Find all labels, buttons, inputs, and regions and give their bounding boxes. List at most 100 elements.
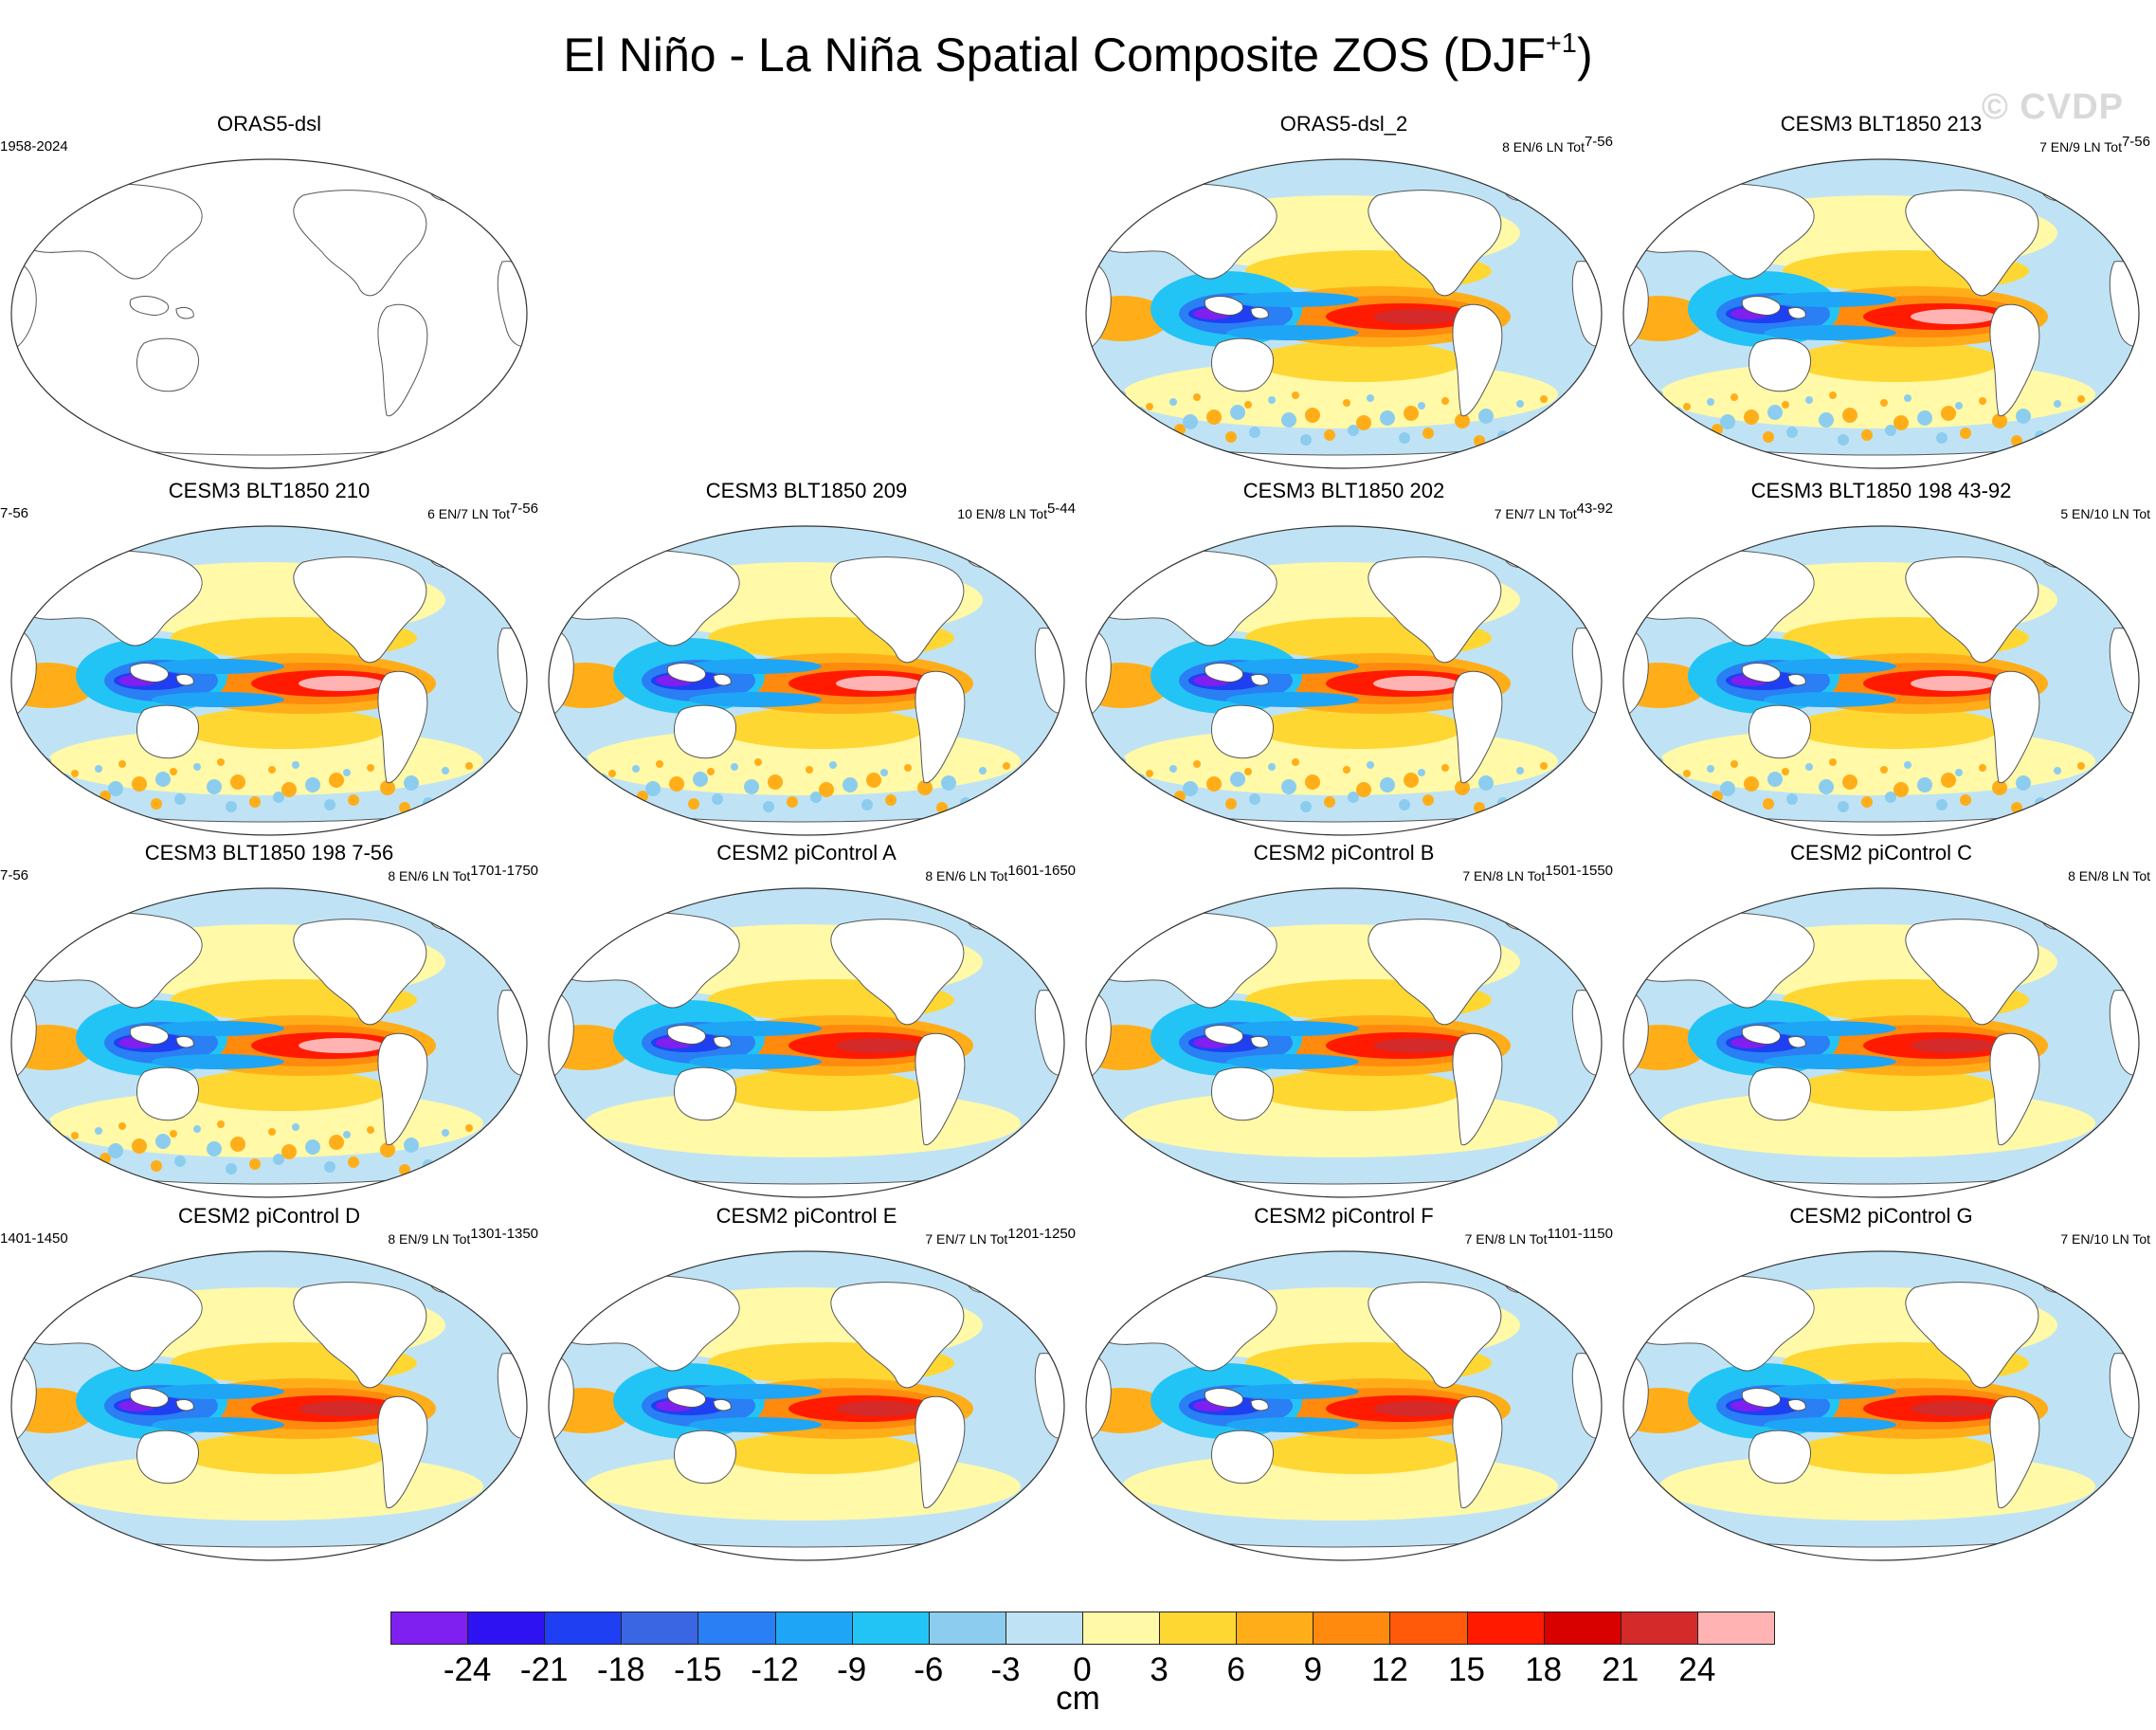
eddy-speckle [1193, 760, 1201, 768]
eddy-speckle [1249, 793, 1260, 805]
eddy-speckle [810, 792, 822, 803]
world-map [10, 1250, 528, 1561]
anomaly-south-pacific-band [1255, 707, 1463, 749]
eddy-speckle [1441, 764, 1449, 772]
anomaly-off-eq-cool-s [1226, 1417, 1359, 1432]
anomaly-south-pacific-band [717, 1069, 926, 1111]
eddy-speckle [1146, 770, 1153, 777]
colorbar-swatch [774, 1612, 853, 1645]
eddy-speckle [226, 1163, 237, 1175]
anomaly-east-pacific-core [1911, 1401, 1996, 1416]
panel-title: CESM3 BLT1850 210 [168, 479, 371, 502]
eddy-speckle [1281, 412, 1296, 428]
anomaly-off-eq-cool-s [1764, 1054, 1896, 1069]
eddy-speckle [442, 767, 449, 774]
eddy-speckle [1399, 432, 1410, 444]
eddy-speckle [71, 1132, 79, 1139]
map-panel: ORAS5-dsl_2 8 EN/6 LN Tot7-56 [1075, 112, 1613, 474]
eddy-speckle [455, 783, 470, 798]
anomaly-east-pacific-core [1911, 1038, 1996, 1053]
eddy-speckle [904, 764, 912, 772]
landmass-s-america [377, 303, 428, 417]
eddy-speckle [76, 1157, 87, 1169]
eddy-speckle [273, 792, 284, 803]
panel-event-count: 7 EN/9 LN Tot7-56 [2039, 135, 2150, 155]
world-map [548, 887, 1065, 1198]
eddy-speckle [1404, 773, 1419, 788]
landmass-australia [136, 704, 199, 759]
world-map [10, 525, 528, 836]
panel-event-count: 8 EN/9 LN Tot1301-1350 [388, 1227, 538, 1247]
eddy-speckle [1941, 773, 1956, 788]
eddy-speckle [1960, 794, 1971, 806]
eddy-speckle [1418, 402, 1425, 410]
eddy-speckle [367, 1126, 374, 1134]
eddy-speckle [594, 774, 609, 789]
colorbar-swatch [1543, 1612, 1622, 1645]
eddy-speckle [1230, 405, 1245, 420]
eddy-speckle [1904, 394, 1911, 402]
eddy-speckle [2058, 792, 2070, 804]
eddy-speckle [1819, 779, 1834, 794]
eddy-speckle [1380, 777, 1395, 792]
panel-period-label: 7-56 [0, 505, 29, 521]
anomaly-south-pacific-band [717, 707, 926, 749]
next-panel-period: 1101-1150 [1547, 1226, 1613, 1242]
anomaly-off-eq-cool-s [152, 692, 284, 707]
eddy-speckle [193, 763, 201, 771]
map-border [10, 1250, 528, 1561]
eddy-speckle [446, 792, 458, 804]
landmass-s-america [1989, 303, 2040, 417]
anomaly-off-eq-cool-s [1764, 325, 1896, 340]
next-panel-period: 7-56 [509, 501, 538, 517]
eddy-speckle [1664, 800, 1676, 811]
next-panel-period: 43-92 [1576, 501, 1613, 517]
eddy-speckle [744, 779, 759, 794]
eddy-speckle [1521, 426, 1532, 437]
panel-event-count: 7 EN/8 LN Tot1501-1550 [1462, 864, 1613, 884]
event-count-text: 8 EN/6 LN Tot [925, 868, 1008, 883]
anomaly-off-eq-cool-n [1226, 1384, 1359, 1399]
anomaly-off-eq-cool-s [1764, 1417, 1896, 1432]
eddy-speckle [1992, 413, 2007, 428]
colorbar-swatch [544, 1612, 623, 1645]
colorbar-swatch [1159, 1612, 1238, 1645]
landmass-n-america [1905, 919, 2039, 1026]
eddy-speckle [292, 1123, 299, 1131]
eddy-speckle [281, 1144, 297, 1159]
panel-title: CESM2 piControl B [1253, 841, 1435, 865]
anomaly-off-eq-cool-n [689, 1384, 822, 1399]
eddy-speckle [941, 775, 956, 791]
map-border [1085, 887, 1603, 1198]
anomaly-off-eq-cool-n [152, 1384, 284, 1399]
landmass-australia [136, 337, 199, 392]
eddy-speckle [707, 768, 715, 775]
eddy-speckle [1941, 406, 1956, 421]
eddy-speckle [2054, 400, 2061, 408]
panel-title: CESM2 piControl C [1790, 841, 1972, 865]
eddy-speckle [174, 1156, 186, 1167]
colorbar-tick-label: -24 [443, 1651, 492, 1688]
eddy-speckle [819, 782, 834, 797]
event-count-text: 8 EN/6 LN Tot [388, 868, 471, 883]
colorbar-tick-label: -6 [914, 1651, 944, 1688]
colorbar-swatch [1620, 1612, 1698, 1645]
eddy-speckle [1249, 427, 1260, 438]
eddy-speckle [1356, 415, 1371, 430]
eddy-speckle [207, 1141, 222, 1156]
colorbar-swatch [1005, 1612, 1083, 1645]
eddy-speckle [842, 777, 858, 792]
eddy-speckle [465, 1124, 473, 1132]
eddy-speckle [613, 795, 625, 807]
eddy-speckle [230, 774, 245, 790]
anomaly-south-pacific-band [1792, 707, 2001, 749]
eddy-speckle [1786, 793, 1798, 805]
anomaly-south-pacific-band [1255, 1432, 1463, 1474]
eddy-speckle [118, 760, 126, 768]
eddy-speckle [1786, 427, 1798, 438]
eddy-speckle [2016, 409, 2031, 424]
event-count-text: 6 EN/7 LN Tot [427, 506, 510, 521]
world-map [1085, 1250, 1603, 1561]
landmass-n-america [1368, 190, 1502, 297]
eddy-speckle [1292, 392, 1299, 399]
